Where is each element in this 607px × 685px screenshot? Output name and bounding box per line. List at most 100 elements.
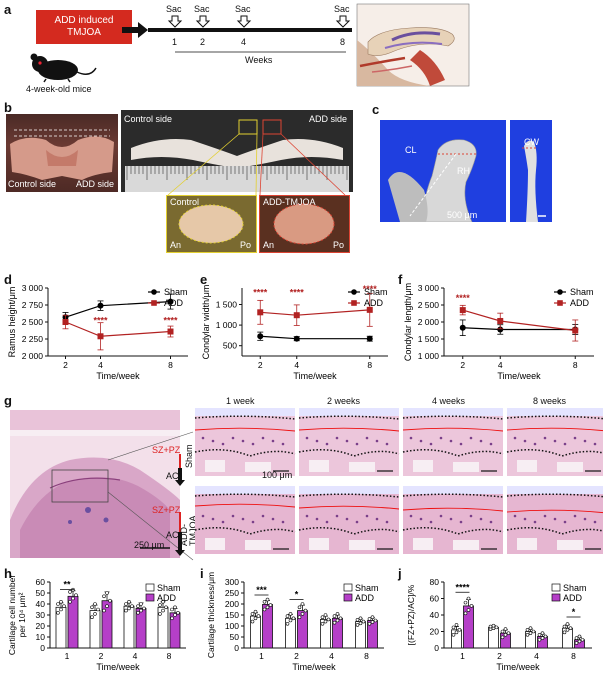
legend-label: Sham bbox=[570, 287, 594, 297]
data-point bbox=[96, 607, 100, 612]
data-point bbox=[355, 623, 360, 627]
model-box-label: ADD induced TMJOA bbox=[54, 15, 114, 38]
data-point bbox=[320, 615, 325, 620]
y-tick-label: 2 750 bbox=[22, 300, 44, 310]
data-point bbox=[338, 616, 343, 621]
x-axis-label: Time/week bbox=[293, 371, 337, 381]
legend-swatch bbox=[343, 583, 353, 592]
data-point bbox=[56, 602, 60, 606]
y-tick-label: 0 bbox=[434, 643, 439, 653]
legend-marker bbox=[557, 300, 563, 306]
panel-label-c: c bbox=[372, 102, 380, 117]
data-point bbox=[451, 625, 456, 630]
x-tick-label: 4 bbox=[294, 360, 299, 370]
bar-sham bbox=[123, 605, 135, 649]
data-point bbox=[288, 612, 293, 616]
photo2-control-side-label: Control side bbox=[124, 114, 173, 124]
y-tick-label: 150 bbox=[225, 610, 239, 620]
bar-sham bbox=[320, 619, 331, 649]
data-point bbox=[565, 628, 570, 632]
x-tick-label: 2 bbox=[497, 651, 502, 661]
data-point bbox=[93, 602, 97, 606]
y-tick-label: 2 000 bbox=[418, 317, 440, 327]
series-line-add bbox=[65, 321, 171, 337]
point-sham bbox=[97, 302, 104, 309]
bar-add bbox=[101, 600, 113, 649]
data-point bbox=[466, 608, 471, 612]
data-point bbox=[136, 604, 140, 609]
y-tick-label: 300 bbox=[225, 577, 239, 587]
data-point bbox=[142, 606, 146, 611]
legend-swatch bbox=[551, 593, 561, 602]
scale-250um: 250 μm bbox=[134, 540, 165, 550]
y-tick-label: 2 000 bbox=[22, 351, 44, 361]
panel-label-a: a bbox=[4, 2, 12, 17]
inset-add-an: An bbox=[263, 240, 275, 250]
data-point bbox=[262, 599, 267, 604]
y-tick-label: 40 bbox=[36, 599, 46, 609]
data-point bbox=[568, 626, 573, 631]
legend-label: ADD bbox=[563, 593, 583, 603]
x-tick-label: 1 bbox=[460, 651, 465, 661]
data-point bbox=[90, 605, 94, 610]
y-tick-label: 200 bbox=[225, 599, 239, 609]
point-add bbox=[459, 307, 466, 314]
point-add bbox=[97, 333, 104, 340]
bar-add bbox=[262, 604, 273, 649]
timeline-diagram bbox=[30, 3, 470, 87]
data-point bbox=[250, 612, 255, 616]
x-tick-label: 8 bbox=[571, 651, 576, 661]
y-tick-label: 2 500 bbox=[418, 300, 440, 310]
sac-label-2: Sac bbox=[194, 4, 210, 14]
week-tick-1: 1 bbox=[172, 37, 178, 47]
arrow-add-sz-icon bbox=[175, 532, 185, 556]
y-tick-label: 3 000 bbox=[418, 283, 440, 293]
y-tick-label: 250 bbox=[225, 588, 239, 598]
data-point bbox=[303, 608, 308, 613]
y-axis-label: Condylar length/μm bbox=[403, 283, 413, 361]
data-point bbox=[93, 612, 97, 616]
x-tick-label: 4 bbox=[329, 651, 334, 661]
data-point bbox=[367, 621, 372, 626]
point-add bbox=[497, 317, 504, 324]
data-point bbox=[540, 631, 545, 635]
x-tick-label: 8 bbox=[168, 360, 173, 370]
histology-tile-add-1 bbox=[194, 486, 296, 554]
legend-swatch bbox=[145, 583, 155, 592]
data-point bbox=[265, 605, 270, 610]
x-tick-label: 2 bbox=[99, 651, 104, 661]
microct-condyle-image bbox=[380, 120, 506, 222]
point-sham bbox=[497, 326, 504, 333]
data-point bbox=[500, 635, 505, 640]
data-point bbox=[71, 596, 75, 601]
data-point bbox=[90, 615, 94, 620]
x-axis-label: Time/week bbox=[96, 662, 140, 672]
legend-marker bbox=[351, 289, 357, 295]
x-axis-label: Time/week bbox=[292, 662, 336, 672]
data-point bbox=[506, 631, 511, 635]
data-point bbox=[158, 603, 162, 607]
data-point bbox=[537, 637, 542, 642]
series-line-add bbox=[260, 309, 370, 316]
data-point bbox=[491, 623, 496, 628]
x-tick-label: 2 bbox=[294, 651, 299, 661]
significance-label: **** bbox=[456, 293, 471, 303]
x-tick-label: 4 bbox=[133, 651, 138, 661]
y-tick-label: 20 bbox=[36, 621, 46, 631]
mouse-icon bbox=[30, 53, 97, 83]
x-tick-label: 8 bbox=[167, 651, 172, 661]
x-tick-label: 1 bbox=[259, 651, 264, 661]
panel-label-g: g bbox=[4, 393, 12, 408]
data-point bbox=[320, 621, 325, 626]
data-point bbox=[323, 619, 328, 624]
data-point bbox=[164, 605, 168, 610]
sac-arrow-8 bbox=[335, 15, 351, 28]
data-point bbox=[127, 606, 131, 611]
panel-label-f: f bbox=[398, 272, 403, 287]
inset-control-photo bbox=[166, 195, 257, 253]
data-point bbox=[500, 629, 505, 634]
data-point bbox=[105, 591, 109, 595]
sac-label-1: Sac bbox=[166, 4, 182, 14]
data-point bbox=[577, 634, 582, 639]
